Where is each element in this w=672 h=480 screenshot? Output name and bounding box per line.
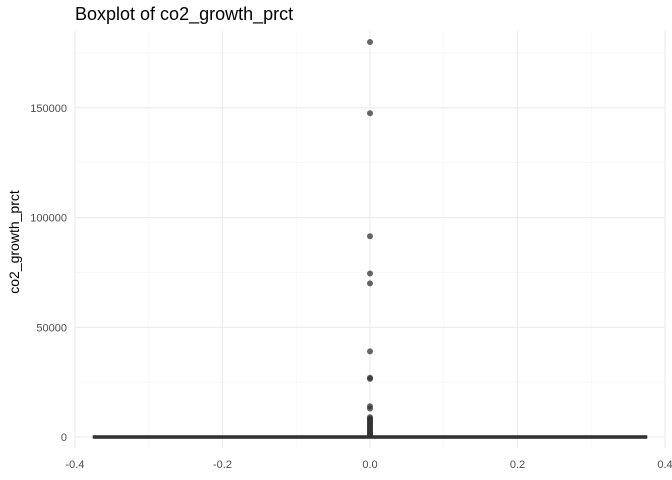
x-tick-label: 0.2 — [510, 459, 525, 471]
outlier-point — [367, 348, 373, 355]
outlier-point — [367, 432, 373, 439]
outlier-point — [367, 375, 373, 382]
outlier-point — [367, 270, 373, 277]
chart-title: Boxplot of co2_growth_prct — [75, 4, 293, 25]
y-tick-label: 0 — [61, 432, 67, 444]
outlier-point — [367, 405, 373, 412]
y-axis-ticks: 0 50000 100000 150000 — [30, 103, 67, 444]
outlier-point — [367, 110, 373, 117]
x-tick-label: -0.4 — [66, 459, 85, 471]
outlier-point — [367, 233, 373, 240]
outlier-point — [367, 38, 373, 45]
x-tick-label: 0.0 — [362, 459, 377, 471]
y-tick-label: 50000 — [36, 322, 67, 334]
y-tick-label: 100000 — [30, 213, 67, 225]
outliers — [367, 38, 373, 439]
y-tick-label: 150000 — [30, 103, 67, 115]
y-axis-title: co2_growth_prct — [6, 190, 22, 294]
grid — [74, 31, 666, 448]
outlier-point — [367, 280, 373, 287]
x-axis-ticks: -0.4 -0.2 0.0 0.2 0.4 — [66, 459, 672, 471]
x-tick-label: 0.4 — [657, 459, 672, 471]
x-tick-label: -0.2 — [213, 459, 232, 471]
